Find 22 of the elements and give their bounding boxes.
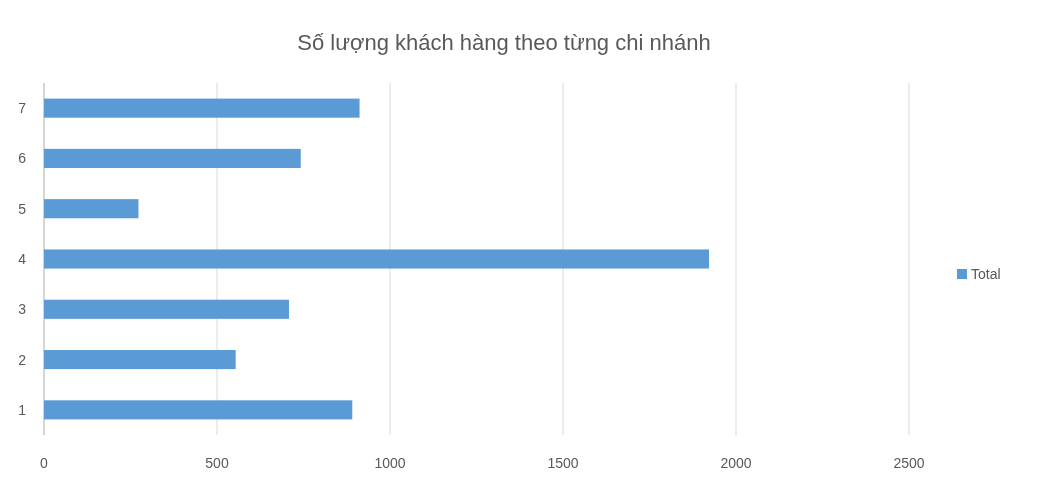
y-tick-label: 2 bbox=[18, 351, 27, 368]
x-tick-label: 1500 bbox=[547, 455, 579, 471]
y-tick-label: 7 bbox=[18, 100, 27, 117]
y-tick-label: 4 bbox=[18, 251, 27, 267]
x-tick-label: 2000 bbox=[720, 455, 752, 471]
bar bbox=[44, 400, 353, 420]
x-tick-label: 2500 bbox=[893, 455, 925, 471]
y-tick-label: 1 bbox=[18, 401, 27, 418]
y-tick-label: 5 bbox=[18, 200, 27, 217]
bar bbox=[44, 350, 236, 370]
y-tick-label: 3 bbox=[18, 301, 27, 318]
legend-label: Total bbox=[971, 266, 1001, 282]
bar bbox=[44, 299, 289, 319]
y-tick-label: 6 bbox=[18, 150, 27, 167]
x-tick-label: 1000 bbox=[374, 455, 406, 471]
x-tick-label: 0 bbox=[40, 455, 49, 471]
x-tick-label: 500 bbox=[205, 455, 229, 471]
bar bbox=[44, 249, 710, 269]
bar bbox=[44, 148, 301, 168]
bar bbox=[44, 98, 360, 118]
chart-title: Số lượng khách hàng theo từng chi nhánh bbox=[297, 30, 711, 55]
bar bbox=[44, 199, 139, 219]
